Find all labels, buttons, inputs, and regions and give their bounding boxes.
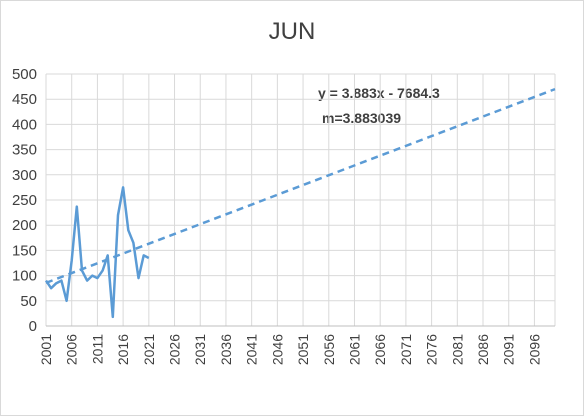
x-tick-label: 2096 bbox=[526, 334, 542, 365]
x-tick-label: 2091 bbox=[501, 334, 517, 365]
y-tick-label: 250 bbox=[12, 192, 37, 209]
x-tick-label: 2061 bbox=[346, 334, 362, 365]
slope-label: m=3.883039 bbox=[322, 110, 402, 126]
x-tick-label: 2031 bbox=[192, 334, 208, 365]
series-layer bbox=[44, 186, 150, 319]
y-tick-label: 350 bbox=[12, 142, 37, 159]
x-tick-label: 2011 bbox=[89, 334, 105, 364]
x-tick-label: 2026 bbox=[167, 334, 183, 365]
trendline-equation: y = 3.883x - 7684.3 bbox=[318, 85, 440, 101]
y-tick-label: 0 bbox=[29, 318, 37, 335]
x-tick-label: 2001 bbox=[38, 334, 54, 365]
x-tick-label: 2056 bbox=[321, 334, 337, 365]
y-tick-label: 150 bbox=[12, 242, 37, 259]
y-axis-ticks: 0 50 100 150 200 250 300 350 400 450 500 bbox=[12, 66, 37, 335]
y-tick-label: 50 bbox=[20, 293, 37, 310]
x-tick-label: 2041 bbox=[244, 334, 260, 365]
trendline-layer bbox=[45, 87, 556, 285]
y-tick-label: 450 bbox=[12, 91, 37, 108]
x-tick-label: 2036 bbox=[218, 334, 234, 365]
x-tick-label: 2071 bbox=[398, 334, 414, 365]
x-tick-label: 2066 bbox=[372, 334, 388, 365]
y-tick-label: 300 bbox=[12, 167, 37, 184]
x-tick-label: 2086 bbox=[475, 334, 491, 365]
trendline bbox=[45, 87, 556, 285]
series-line bbox=[44, 186, 150, 319]
grid bbox=[45, 73, 556, 327]
x-tick-label: 2046 bbox=[269, 334, 285, 365]
x-axis-ticks: 2001 2006 2011 2016 2021 2026 2031 2036 2041 2046… bbox=[38, 334, 542, 365]
x-tick-label: 2081 bbox=[449, 334, 465, 365]
chart-title: JUN bbox=[268, 18, 316, 45]
y-tick-label: 500 bbox=[12, 66, 37, 83]
x-tick-label: 2076 bbox=[424, 334, 440, 365]
x-tick-label: 2006 bbox=[64, 334, 80, 365]
x-tick-label: 2021 bbox=[141, 334, 157, 365]
y-tick-label: 100 bbox=[12, 268, 37, 285]
x-tick-label: 2016 bbox=[115, 334, 131, 365]
y-tick-label: 400 bbox=[12, 116, 37, 133]
y-tick-label: 200 bbox=[12, 217, 37, 234]
x-tick-label: 2051 bbox=[295, 334, 311, 365]
